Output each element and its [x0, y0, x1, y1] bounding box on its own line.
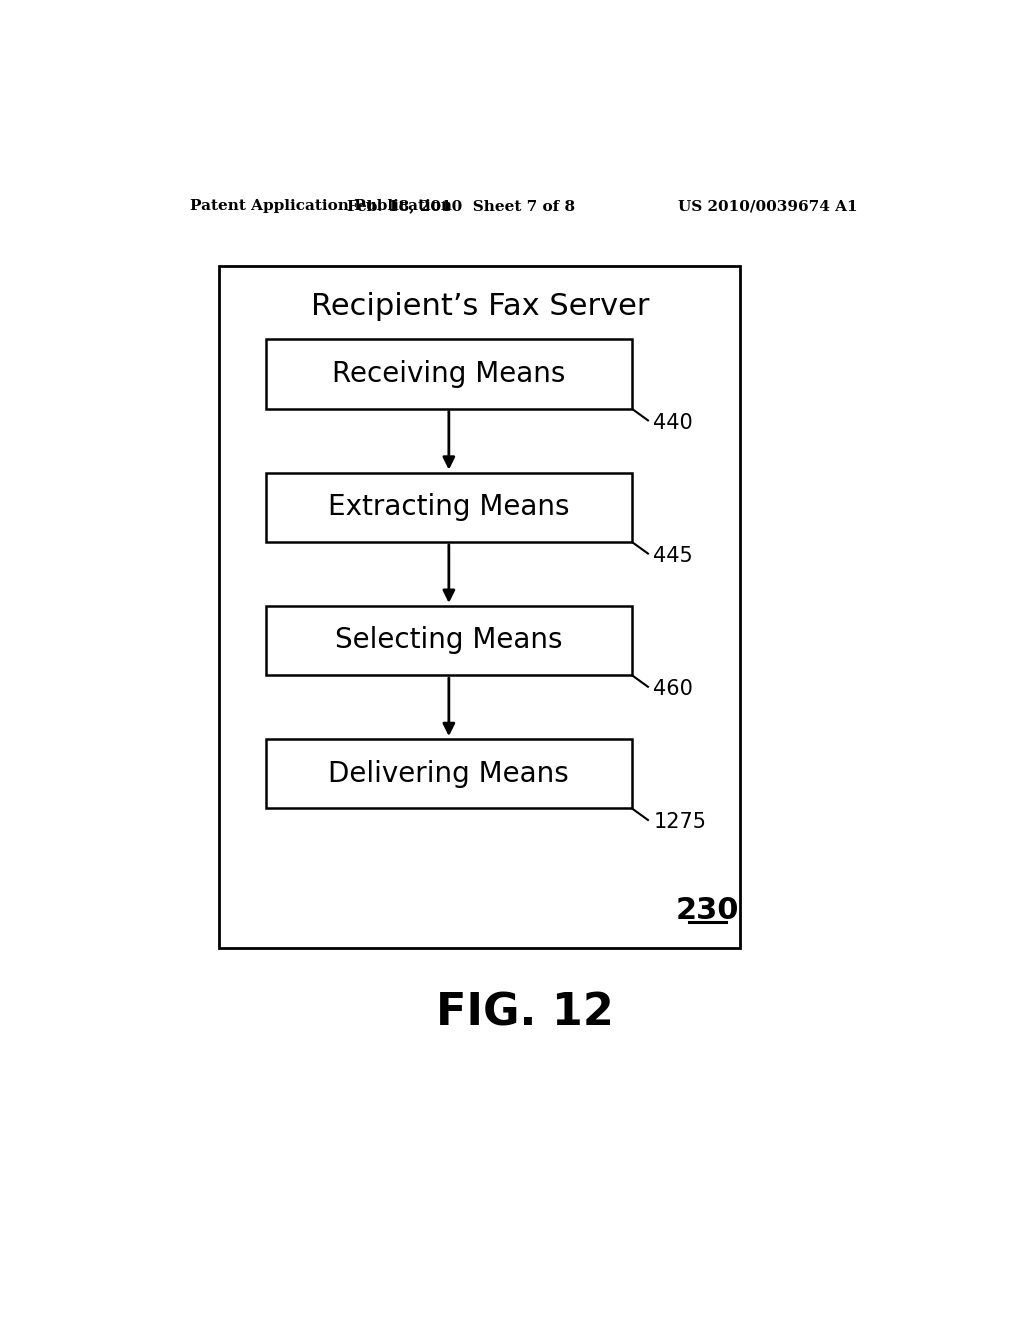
Text: Feb. 18, 2010  Sheet 7 of 8: Feb. 18, 2010 Sheet 7 of 8: [347, 199, 575, 213]
Text: Patent Application Publication: Patent Application Publication: [190, 199, 452, 213]
Text: US 2010/0039674 A1: US 2010/0039674 A1: [678, 199, 858, 213]
Text: Extracting Means: Extracting Means: [328, 494, 569, 521]
Text: 440: 440: [653, 413, 693, 433]
Bar: [266, 473, 632, 543]
Bar: [266, 606, 632, 675]
Text: Recipient’s Fax Server: Recipient’s Fax Server: [310, 292, 649, 321]
Bar: [266, 339, 632, 409]
Text: 445: 445: [653, 545, 693, 566]
Bar: [266, 739, 632, 808]
Text: 1275: 1275: [653, 812, 707, 832]
Text: 230: 230: [676, 896, 739, 925]
Text: FIG. 12: FIG. 12: [436, 991, 613, 1035]
Text: 460: 460: [653, 678, 693, 698]
Text: Delivering Means: Delivering Means: [329, 759, 569, 788]
Text: Receiving Means: Receiving Means: [332, 360, 565, 388]
Bar: [219, 267, 740, 948]
Text: Selecting Means: Selecting Means: [335, 627, 562, 655]
